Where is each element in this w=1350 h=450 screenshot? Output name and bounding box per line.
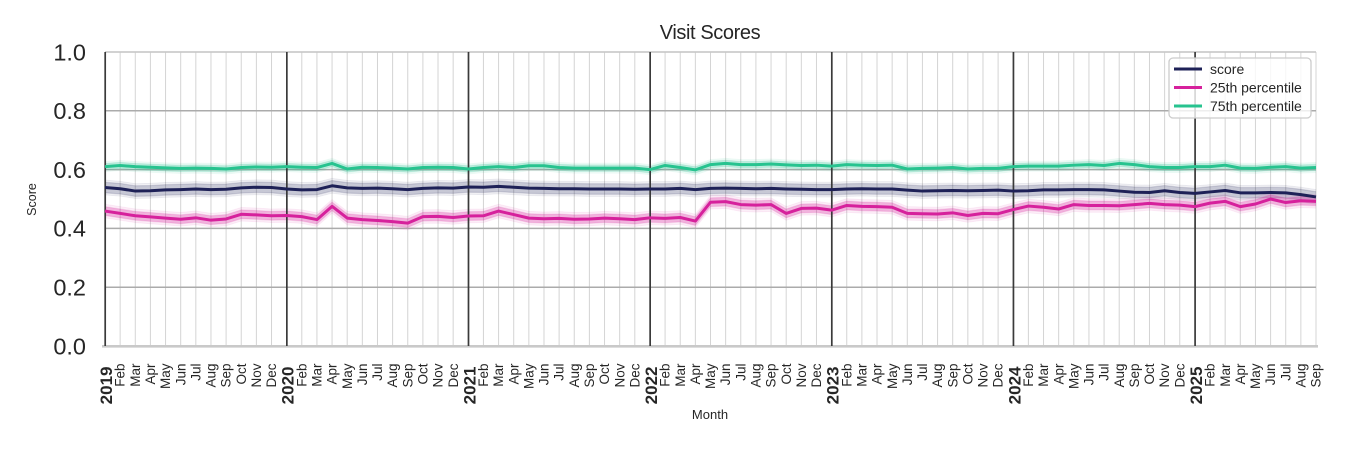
svg-text:2019: 2019 [97,367,116,405]
svg-text:2022: 2022 [642,367,661,405]
svg-text:Jun: Jun [718,364,733,386]
svg-text:Feb: Feb [1021,364,1036,387]
svg-text:Apr: Apr [506,363,521,385]
svg-text:Aug: Aug [1293,364,1308,388]
svg-text:2023: 2023 [824,367,843,405]
svg-text:May: May [885,363,900,389]
svg-text:Dec: Dec [264,363,279,387]
svg-text:Nov: Nov [976,363,991,387]
svg-text:score: score [1210,61,1244,77]
svg-text:May: May [340,363,355,389]
svg-text:May: May [521,363,536,389]
svg-text:1.0: 1.0 [53,39,86,65]
svg-text:Oct: Oct [960,363,975,384]
svg-text:Sep: Sep [945,364,960,388]
svg-text:Jul: Jul [1278,364,1293,381]
svg-text:Score: Score [25,183,39,216]
svg-text:Oct: Oct [1142,363,1157,384]
svg-text:May: May [1248,363,1263,389]
svg-text:Nov: Nov [612,363,627,387]
svg-text:Nov: Nov [431,363,446,387]
svg-text:Jul: Jul [188,364,203,381]
svg-text:Aug: Aug [567,364,582,388]
svg-text:Apr: Apr [1233,363,1248,385]
svg-text:Oct: Oct [415,363,430,384]
svg-text:Dec: Dec [809,363,824,387]
svg-text:Nov: Nov [249,363,264,387]
svg-text:Jun: Jun [537,364,552,386]
svg-text:0.0: 0.0 [53,333,86,359]
svg-text:Jun: Jun [1082,364,1097,386]
svg-text:Nov: Nov [794,363,809,387]
svg-text:Oct: Oct [234,363,249,384]
svg-text:Feb: Feb [476,364,491,387]
svg-text:Aug: Aug [749,364,764,388]
svg-text:Apr: Apr [143,363,158,385]
svg-text:Sep: Sep [400,364,415,388]
svg-text:Jul: Jul [733,364,748,381]
svg-text:Sep: Sep [1309,364,1324,388]
svg-text:Month: Month [692,407,728,422]
svg-text:May: May [158,363,173,389]
svg-text:Mar: Mar [673,363,688,387]
svg-text:Sep: Sep [219,364,234,388]
svg-text:Mar: Mar [1218,363,1233,387]
svg-text:Oct: Oct [779,363,794,384]
svg-text:Apr: Apr [325,363,340,385]
svg-text:0.6: 0.6 [53,157,86,183]
svg-text:Mar: Mar [1036,363,1051,387]
svg-text:Jul: Jul [552,364,567,381]
svg-text:Feb: Feb [1203,364,1218,387]
svg-text:2021: 2021 [460,367,479,405]
svg-text:Dec: Dec [1172,363,1187,387]
svg-text:Mar: Mar [491,363,506,387]
svg-text:Mar: Mar [310,363,325,387]
svg-text:Jul: Jul [915,364,930,381]
svg-text:25th percentile: 25th percentile [1210,79,1302,95]
svg-text:Feb: Feb [113,364,128,387]
svg-text:75th percentile: 75th percentile [1210,98,1302,114]
svg-text:Jun: Jun [355,364,370,386]
svg-text:Dec: Dec [627,363,642,387]
svg-text:Mar: Mar [128,363,143,387]
svg-text:Feb: Feb [839,364,854,387]
svg-text:Apr: Apr [1051,363,1066,385]
svg-text:Mar: Mar [854,363,869,387]
svg-text:Aug: Aug [1112,364,1127,388]
svg-text:Feb: Feb [294,364,309,387]
svg-text:Aug: Aug [204,364,219,388]
svg-text:Sep: Sep [582,364,597,388]
svg-text:Apr: Apr [870,363,885,385]
svg-text:0.8: 0.8 [53,98,86,124]
svg-text:Jun: Jun [1263,364,1278,386]
svg-text:Jun: Jun [173,364,188,386]
svg-text:Jul: Jul [370,364,385,381]
svg-text:Visit Scores: Visit Scores [660,22,761,44]
svg-text:2020: 2020 [279,367,298,405]
svg-text:Jul: Jul [1097,364,1112,381]
svg-text:Feb: Feb [658,364,673,387]
svg-text:May: May [1066,363,1081,389]
svg-text:Sep: Sep [764,364,779,388]
svg-text:Aug: Aug [385,364,400,388]
svg-text:0.2: 0.2 [53,275,86,301]
svg-text:Sep: Sep [1127,364,1142,388]
svg-text:Aug: Aug [930,364,945,388]
svg-text:2025: 2025 [1187,367,1206,405]
svg-text:Dec: Dec [991,363,1006,387]
svg-text:Apr: Apr [688,363,703,385]
svg-text:Dec: Dec [446,363,461,387]
svg-text:May: May [703,363,718,389]
svg-text:Nov: Nov [1157,363,1172,387]
svg-text:Oct: Oct [597,363,612,384]
svg-text:0.4: 0.4 [53,216,86,242]
svg-text:2024: 2024 [1005,366,1024,404]
svg-text:Jun: Jun [900,364,915,386]
